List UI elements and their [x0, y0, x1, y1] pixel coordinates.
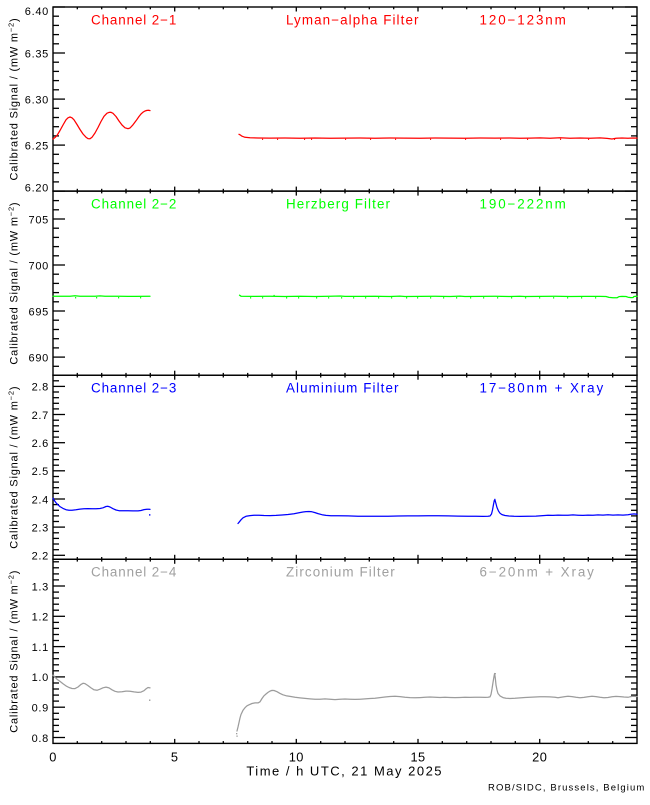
svg-text:6.30: 6.30 — [25, 94, 49, 106]
svg-text:120−123nm: 120−123nm — [480, 12, 568, 27]
svg-text:Herzberg Filter: Herzberg Filter — [286, 196, 391, 211]
svg-text:2.2: 2.2 — [32, 551, 49, 563]
svg-text:190−222nm: 190−222nm — [480, 196, 568, 211]
svg-text:Channel 2−1: Channel 2−1 — [91, 12, 177, 27]
svg-text:Channel 2−4: Channel 2−4 — [91, 565, 177, 580]
svg-text:2.8: 2.8 — [32, 382, 49, 394]
svg-text:Lyman−alpha Filter: Lyman−alpha Filter — [286, 12, 420, 27]
svg-text:Calibrated Signal / (mW m−2): Calibrated Signal / (mW m−2) — [6, 202, 20, 365]
svg-text:Calibrated Signal / (mW m−2): Calibrated Signal / (mW m−2) — [6, 386, 20, 549]
svg-text:Channel 2−3: Channel 2−3 — [91, 381, 177, 396]
svg-text:Calibrated Signal / (mW m−2): Calibrated Signal / (mW m−2) — [6, 570, 20, 733]
svg-text:15: 15 — [410, 750, 425, 765]
svg-text:Time / h UTC, 21 May 2025: Time / h UTC, 21 May 2025 — [246, 764, 443, 779]
svg-text:0.9: 0.9 — [32, 703, 49, 715]
svg-text:20: 20 — [532, 750, 547, 765]
svg-text:2.3: 2.3 — [32, 522, 49, 534]
svg-text:2.4: 2.4 — [32, 494, 49, 506]
svg-text:Zirconium Filter: Zirconium Filter — [286, 565, 396, 580]
svg-text:0: 0 — [49, 750, 57, 765]
svg-text:0.8: 0.8 — [32, 733, 49, 745]
svg-text:Aluminium Filter: Aluminium Filter — [286, 381, 400, 396]
svg-text:10: 10 — [289, 750, 304, 765]
svg-text:6.25: 6.25 — [25, 140, 49, 152]
svg-text:1.1: 1.1 — [32, 642, 49, 654]
svg-text:1.3: 1.3 — [32, 581, 49, 593]
svg-text:Channel 2−2: Channel 2−2 — [91, 196, 177, 211]
svg-text:2.7: 2.7 — [32, 410, 49, 422]
svg-text:690: 690 — [29, 352, 49, 364]
svg-text:6.40: 6.40 — [25, 6, 49, 18]
svg-text:1.2: 1.2 — [32, 612, 49, 624]
svg-text:17−80nm + Xray: 17−80nm + Xray — [480, 381, 606, 396]
svg-text:2.6: 2.6 — [32, 438, 49, 450]
svg-text:Calibrated Signal / (mW m−2): Calibrated Signal / (mW m−2) — [6, 17, 20, 180]
svg-text:5: 5 — [171, 750, 179, 765]
svg-text:ROB/SIDC, Brussels, Belgium: ROB/SIDC, Brussels, Belgium — [488, 783, 645, 794]
svg-text:1.0: 1.0 — [32, 672, 49, 684]
svg-text:6−20nm + Xray: 6−20nm + Xray — [480, 565, 596, 580]
svg-text:6.20: 6.20 — [25, 182, 49, 194]
svg-text:2.5: 2.5 — [32, 466, 49, 478]
svg-text:695: 695 — [29, 306, 49, 318]
svg-text:705: 705 — [29, 214, 49, 226]
svg-text:6.35: 6.35 — [25, 48, 49, 60]
svg-text:700: 700 — [29, 260, 49, 272]
